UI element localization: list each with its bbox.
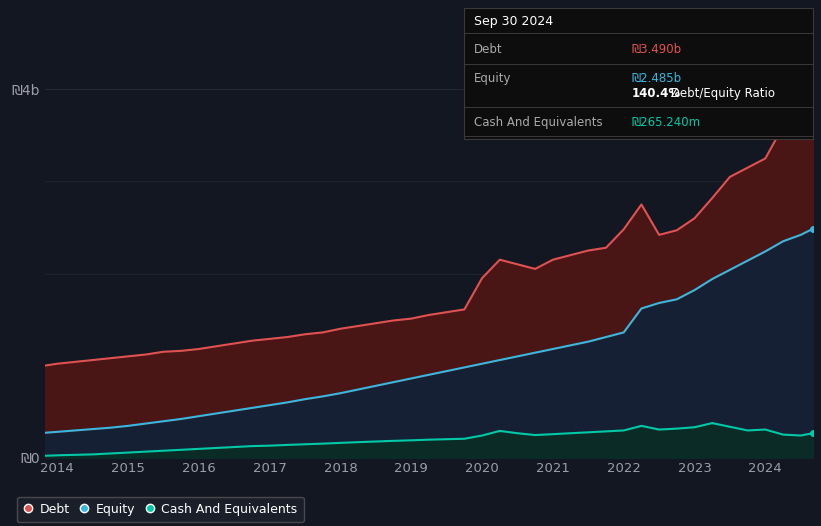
Text: ₪265.240m: ₪265.240m: [631, 116, 700, 129]
Text: 140.4%: 140.4%: [631, 87, 681, 100]
Text: Debt/Equity Ratio: Debt/Equity Ratio: [667, 87, 775, 100]
Text: Sep 30 2024: Sep 30 2024: [474, 15, 553, 27]
Text: Debt: Debt: [474, 44, 502, 56]
Text: Equity: Equity: [474, 72, 511, 85]
Text: ₪2.485b: ₪2.485b: [631, 72, 681, 85]
Text: ₪3.490b: ₪3.490b: [631, 44, 681, 56]
Legend: Debt, Equity, Cash And Equivalents: Debt, Equity, Cash And Equivalents: [17, 497, 304, 522]
Text: Cash And Equivalents: Cash And Equivalents: [474, 116, 603, 129]
